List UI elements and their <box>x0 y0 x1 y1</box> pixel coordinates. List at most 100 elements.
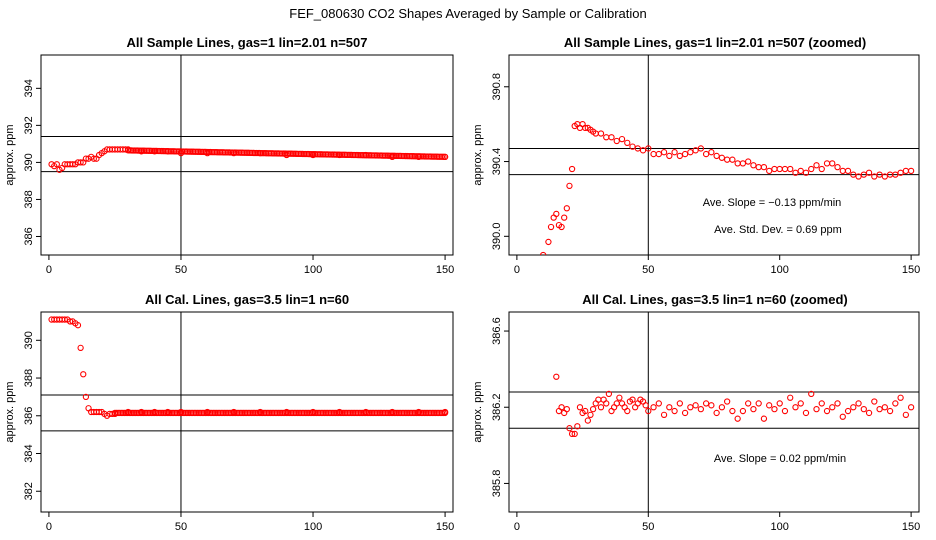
data-point <box>766 167 773 175</box>
data-point <box>574 423 581 430</box>
data-point <box>745 400 752 407</box>
data-point <box>771 165 778 173</box>
data-point <box>892 171 899 178</box>
plot-area-sample-lines: 0 50 100 150 386 388 390 392 394 <box>23 55 454 276</box>
data-point <box>415 153 422 161</box>
data-point <box>808 390 815 398</box>
data-point <box>595 396 602 403</box>
x-tick-label: 0 <box>514 521 520 533</box>
data-point <box>766 402 773 409</box>
data-point <box>650 404 657 411</box>
data-point <box>813 405 820 413</box>
data-point <box>865 409 873 417</box>
y-tick-label: 384 <box>23 444 35 462</box>
x-tick-label: 0 <box>514 264 520 276</box>
data-point <box>204 149 211 157</box>
y-axis-label-cal-lines: approx. ppm <box>4 381 16 442</box>
data-point <box>61 316 68 323</box>
data-point <box>907 167 915 175</box>
data-point <box>642 402 649 409</box>
data-point <box>723 398 731 405</box>
data-point <box>90 155 97 162</box>
y-tick-label: 388 <box>23 369 35 387</box>
data-point <box>723 156 731 163</box>
data-point <box>655 400 662 407</box>
x-tick-label: 0 <box>46 521 52 533</box>
data-point <box>558 404 565 411</box>
data-point <box>605 390 613 398</box>
data-point <box>563 405 570 413</box>
data-point <box>125 146 132 153</box>
data-point <box>616 394 623 401</box>
data-point <box>687 404 694 411</box>
data-point <box>771 405 778 413</box>
data-point <box>634 145 641 152</box>
x-tick-label: 150 <box>436 521 454 533</box>
data-point <box>571 430 578 438</box>
data-point <box>702 150 710 158</box>
data-point <box>692 147 699 154</box>
data-point <box>718 404 726 411</box>
data-point <box>164 148 171 155</box>
data-point <box>566 182 573 189</box>
data-point <box>77 344 84 351</box>
y-tick-label: 390.0 <box>491 223 503 251</box>
data-point <box>109 410 116 418</box>
data-point <box>540 251 547 255</box>
data-points <box>48 316 449 419</box>
data-point <box>283 151 290 159</box>
data-point <box>111 410 119 418</box>
data-point <box>808 165 815 173</box>
data-point <box>702 400 710 407</box>
data-point <box>844 167 852 175</box>
data-point <box>230 408 237 416</box>
data-point <box>53 161 60 168</box>
x-tick-label: 50 <box>175 521 187 533</box>
data-point <box>755 400 762 407</box>
panel-cal-lines: All Cal. Lines, gas=3.5 lin=1 n=60 appro… <box>4 292 454 533</box>
data-point <box>666 152 673 160</box>
data-point <box>823 407 831 415</box>
data-point <box>697 145 705 152</box>
data-point <box>603 400 610 407</box>
data-points <box>540 121 915 255</box>
data-point <box>645 407 652 415</box>
y-tick-label: 386 <box>23 407 35 425</box>
panel-title-sample-lines: All Sample Lines, gas=1 lin=2.01 n=507 <box>127 35 368 50</box>
data-point <box>750 405 757 413</box>
y-tick-label: 392 <box>23 116 35 134</box>
data-point <box>164 408 171 416</box>
data-point <box>589 405 597 413</box>
plot-area-cal-lines: 0 50 100 150 382 384 386 388 390 <box>23 312 454 533</box>
data-point <box>713 409 720 417</box>
panel-title-cal-lines-zoomed: All Cal. Lines, gas=3.5 lin=1 n=60 (zoom… <box>582 292 848 307</box>
data-point <box>151 408 158 416</box>
y-tick-label: 390 <box>23 153 35 171</box>
x-tick-label: 150 <box>902 521 920 533</box>
plot-frame-sample-lines <box>40 54 454 256</box>
data-points <box>48 146 449 173</box>
plot-frame-cal-lines <box>40 311 454 513</box>
panel-cal-lines-zoomed: All Cal. Lines, gas=3.5 lin=1 n=60 (zoom… <box>472 292 920 533</box>
data-point <box>781 165 789 173</box>
data-point <box>829 404 836 411</box>
data-point <box>855 400 862 407</box>
data-point <box>608 134 615 141</box>
plot-area-sample-lines-zoomed: 0 50 100 150 390.0 390.4 390.8 <box>491 55 920 276</box>
data-point <box>66 318 74 325</box>
data-point <box>902 167 910 175</box>
x-tick-label: 50 <box>642 264 654 276</box>
data-point <box>750 162 757 169</box>
data-point <box>681 150 689 158</box>
data-point <box>362 408 369 416</box>
data-point <box>584 417 591 424</box>
data-point <box>568 165 576 173</box>
data-point <box>230 149 237 157</box>
data-point <box>850 171 857 178</box>
data-point <box>681 409 689 417</box>
data-point <box>729 156 736 163</box>
x-tick-label: 50 <box>642 521 654 533</box>
y-tick-label: 382 <box>23 482 35 500</box>
data-point <box>257 408 264 416</box>
data-point <box>818 165 825 173</box>
